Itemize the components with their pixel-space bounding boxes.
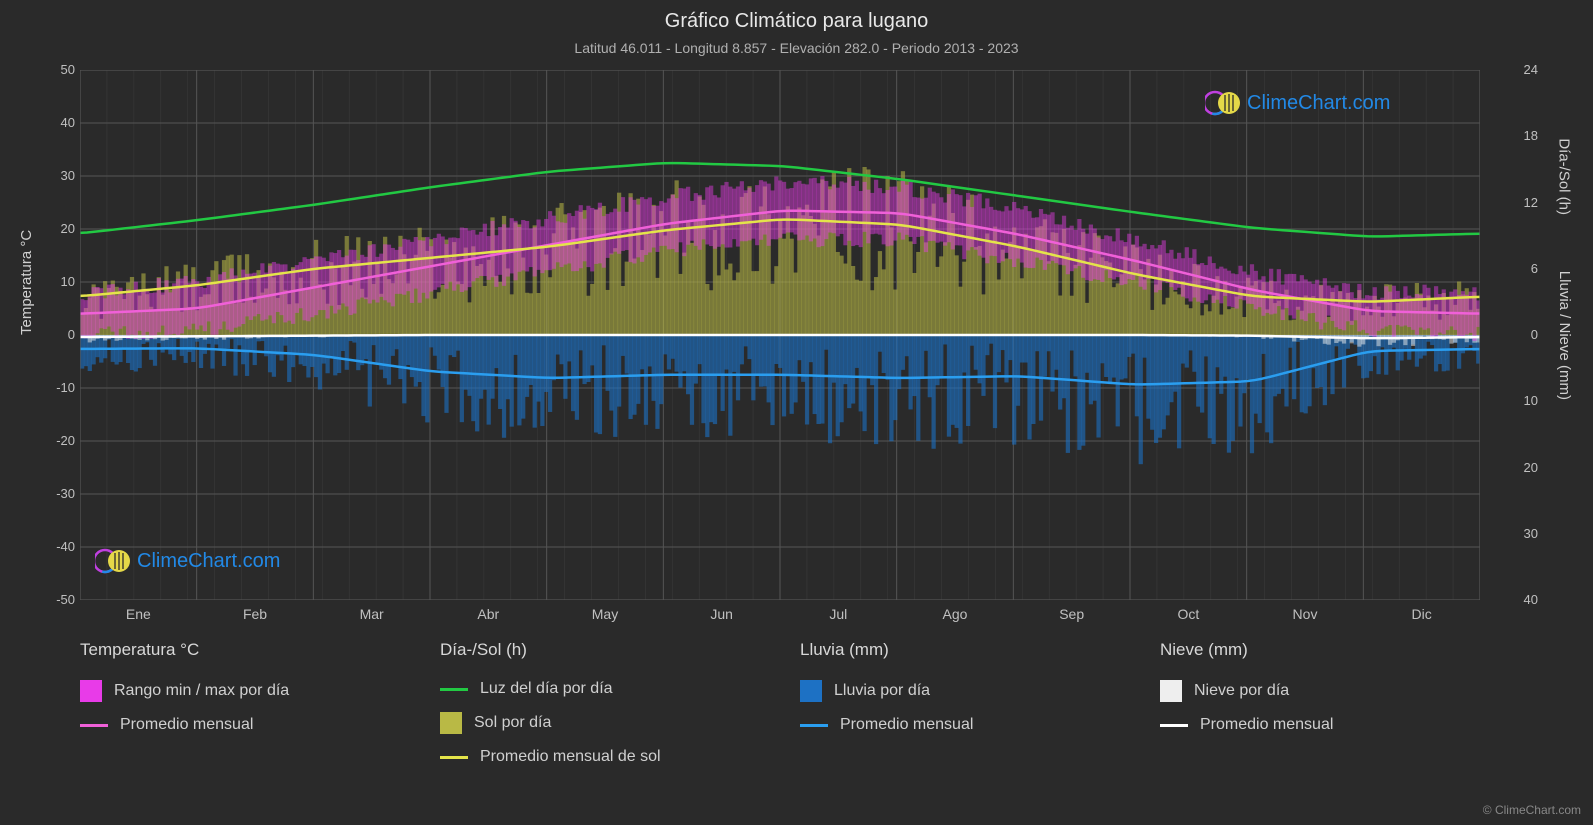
legend-label: Promedio mensual de sol xyxy=(480,748,661,766)
y-tick-left: -10 xyxy=(45,380,75,395)
legend-item: Rango min / max por día xyxy=(80,680,440,702)
y-tick-right: 0 xyxy=(1508,327,1538,342)
legend-label: Promedio mensual xyxy=(840,716,973,734)
y-tick-right: 30 xyxy=(1508,526,1538,541)
legend-heading: Temperatura °C xyxy=(80,640,440,660)
y-tick-right: 40 xyxy=(1508,592,1538,607)
legend-item: Promedio mensual xyxy=(800,716,1160,734)
y-axis-right-bottom-label: Lluvia / Nieve (mm) xyxy=(1556,271,1573,400)
legend-swatch-box xyxy=(440,712,462,734)
x-tick: Jun xyxy=(710,606,733,622)
watermark-text: ClimeChart.com xyxy=(137,550,280,573)
legend-swatch-box xyxy=(1160,680,1182,702)
y-tick-left: -20 xyxy=(45,433,75,448)
y-tick-left: 30 xyxy=(45,168,75,183)
legend-column: Temperatura °C Rango min / max por día Pro… xyxy=(80,640,440,766)
y-tick-right: 6 xyxy=(1508,261,1538,276)
chart-title: Gráfico Climático para lugano xyxy=(0,10,1593,33)
legend-heading: Día-/Sol (h) xyxy=(440,640,800,660)
legend: Temperatura °C Rango min / max por día Pro… xyxy=(80,640,1520,766)
watermark-top: ClimeChart.com xyxy=(1205,90,1390,116)
legend-label: Sol por día xyxy=(474,714,551,732)
y-tick-right: 10 xyxy=(1508,393,1538,408)
x-tick: Feb xyxy=(243,606,267,622)
legend-label: Rango min / max por día xyxy=(114,682,289,700)
y-tick-left: -30 xyxy=(45,486,75,501)
legend-label: Luz del día por día xyxy=(480,680,613,698)
legend-item: Luz del día por día xyxy=(440,680,800,698)
legend-swatch-line xyxy=(440,756,468,759)
logo-icon xyxy=(1205,90,1241,116)
legend-swatch-line xyxy=(800,724,828,727)
legend-label: Promedio mensual xyxy=(120,716,253,734)
x-tick: Sep xyxy=(1059,606,1084,622)
x-tick: Oct xyxy=(1177,606,1199,622)
watermark-bottom: ClimeChart.com xyxy=(95,548,280,574)
legend-item: Lluvia por día xyxy=(800,680,1160,702)
y-tick-left: 40 xyxy=(45,115,75,130)
legend-item: Promedio mensual xyxy=(1160,716,1520,734)
legend-item: Promedio mensual xyxy=(80,716,440,734)
legend-heading: Lluvia (mm) xyxy=(800,640,1160,660)
x-tick: Nov xyxy=(1293,606,1318,622)
y-tick-right: 20 xyxy=(1508,460,1538,475)
legend-column: Día-/Sol (h) Luz del día por día Sol por d… xyxy=(440,640,800,766)
x-tick: Jul xyxy=(829,606,847,622)
legend-swatch-line xyxy=(80,724,108,727)
chart-subtitle: Latitud 46.011 - Longitud 8.857 - Elevac… xyxy=(0,40,1593,56)
legend-item: Promedio mensual de sol xyxy=(440,748,800,766)
legend-column: Lluvia (mm) Lluvia por día Promedio mensua… xyxy=(800,640,1160,766)
legend-label: Promedio mensual xyxy=(1200,716,1333,734)
y-tick-right: 12 xyxy=(1508,195,1538,210)
logo-icon xyxy=(95,548,131,574)
y-tick-left: 10 xyxy=(45,274,75,289)
chart-container: Gráfico Climático para lugano Latitud 46… xyxy=(0,0,1593,825)
y-tick-left: 20 xyxy=(45,221,75,236)
copyright-label: © ClimeChart.com xyxy=(1483,803,1581,817)
y-tick-left: 50 xyxy=(45,62,75,77)
x-tick: Ago xyxy=(943,606,968,622)
y-tick-left: 0 xyxy=(45,327,75,342)
legend-item: Sol por día xyxy=(440,712,800,734)
legend-label: Nieve por día xyxy=(1194,682,1289,700)
legend-heading: Nieve (mm) xyxy=(1160,640,1520,660)
legend-swatch-box xyxy=(800,680,822,702)
y-tick-right: 18 xyxy=(1508,128,1538,143)
x-tick: Abr xyxy=(477,606,499,622)
y-tick-right: 24 xyxy=(1508,62,1538,77)
legend-label: Lluvia por día xyxy=(834,682,930,700)
y-tick-left: -40 xyxy=(45,539,75,554)
watermark-text: ClimeChart.com xyxy=(1247,92,1390,115)
x-tick: Mar xyxy=(360,606,384,622)
y-axis-right-top-label: Día-/Sol (h) xyxy=(1556,138,1573,215)
y-axis-left-label: Temperatura °C xyxy=(18,230,35,335)
legend-swatch-line xyxy=(1160,724,1188,727)
y-tick-left: -50 xyxy=(45,592,75,607)
legend-column: Nieve (mm) Nieve por día Promedio mensual xyxy=(1160,640,1520,766)
x-tick: May xyxy=(592,606,618,622)
x-tick: Ene xyxy=(126,606,151,622)
legend-swatch-line xyxy=(440,688,468,691)
plot-area xyxy=(80,70,1480,600)
legend-item: Nieve por día xyxy=(1160,680,1520,702)
legend-swatch-box xyxy=(80,680,102,702)
x-tick: Dic xyxy=(1412,606,1432,622)
